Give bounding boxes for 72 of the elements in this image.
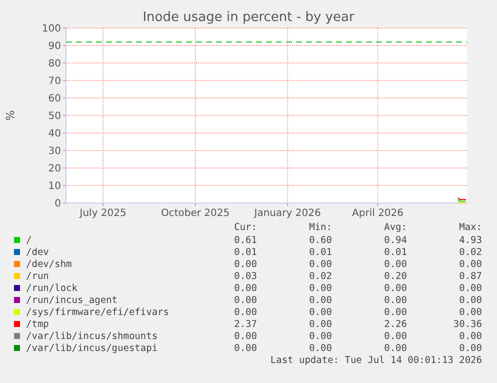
text: 0.00 — [384, 343, 408, 354]
text: 0.61 — [234, 235, 258, 246]
text: Avg: — [384, 222, 407, 233]
text: 0.03 — [234, 271, 257, 282]
x-tick-label: July 2025 — [78, 208, 126, 219]
text: 0.20 — [384, 271, 408, 282]
y-tick-label: 10 — [48, 181, 61, 192]
y-tick-label: 40 — [48, 128, 61, 140]
y-tick-label: 80 — [48, 58, 61, 70]
x-tick-label: April 2026 — [352, 208, 404, 219]
text: 2.37 — [234, 319, 257, 330]
text: 2.26 — [384, 319, 408, 330]
text: 0.00 — [309, 319, 332, 330]
text: 0.00 — [309, 295, 332, 306]
text: 0.00 — [459, 259, 482, 270]
text: 0.00 — [459, 283, 482, 294]
text: Max: — [459, 222, 482, 233]
legend-label: /run — [26, 271, 49, 282]
text: 0.00 — [234, 259, 258, 270]
y-tick-label: 60 — [48, 94, 61, 104]
text: Last update: Tue Jul 14 00:01:13 2026 — [270, 355, 482, 366]
text: 0.00 — [309, 307, 332, 318]
legend-label: / — [26, 235, 32, 246]
text: 0.00 — [459, 307, 482, 318]
legend-label: /run/lock — [26, 283, 78, 294]
y-tick-label: 50 — [48, 111, 61, 122]
text: 0.00 — [234, 331, 258, 342]
x-tick-label: October 2025 — [160, 208, 230, 219]
text: 0.00 — [309, 283, 332, 294]
text: 0.00 — [384, 331, 408, 342]
y-axis-title: % — [4, 110, 17, 121]
text: 0.00 — [234, 283, 258, 294]
x-tick-label: January 2026 — [253, 208, 321, 219]
text: 0.00 — [309, 343, 332, 354]
text: 0.00 — [384, 295, 408, 306]
text: 0.00 — [234, 343, 258, 354]
text: 0.00 — [384, 283, 408, 294]
text: Cur: — [234, 222, 257, 233]
legend-label: /var/lib/incus/guestapi — [26, 343, 158, 354]
legend-label: /dev — [26, 247, 50, 258]
text: 0.00 — [309, 331, 332, 342]
y-tick-label: 30 — [48, 146, 61, 157]
y-tick-label: 70 — [48, 76, 61, 87]
y-tick-label: 100 — [42, 24, 61, 34]
text: 0.02 — [459, 247, 482, 258]
legend-label: /dev/shm — [26, 259, 72, 270]
y-tick-label: 20 — [48, 164, 61, 174]
text: 0.01 — [309, 247, 332, 258]
legend-label: /tmp — [26, 319, 50, 330]
text: 0.60 — [309, 235, 332, 246]
text: 0.00 — [459, 331, 482, 342]
text: 0.01 — [234, 247, 258, 258]
text: 0.00 — [234, 307, 258, 318]
text: 0.01 — [384, 247, 408, 258]
text: 0.00 — [459, 295, 482, 306]
text: 0.94 — [384, 235, 408, 246]
legend-label: /sys/firmware/efi/efivars — [26, 307, 169, 318]
y-tick-label: 0 — [54, 198, 61, 210]
text: 0.87 — [459, 271, 482, 282]
text: 0.00 — [384, 259, 408, 270]
text: 0.00 — [234, 295, 258, 306]
text: 0.02 — [309, 271, 332, 282]
text: 4.93 — [459, 235, 482, 246]
legend-label: /run/incus_agent — [26, 295, 118, 306]
text: 0.00 — [309, 259, 332, 270]
text: 0.00 — [459, 343, 482, 354]
legend-label: /var/lib/incus/shmounts — [26, 331, 158, 342]
text: 0.00 — [384, 307, 408, 318]
y-tick-label: 90 — [48, 41, 61, 52]
text: 30.36 — [453, 319, 482, 330]
text: Min: — [309, 222, 332, 233]
chart-title: Inode usage in percent - by year — [142, 10, 355, 25]
